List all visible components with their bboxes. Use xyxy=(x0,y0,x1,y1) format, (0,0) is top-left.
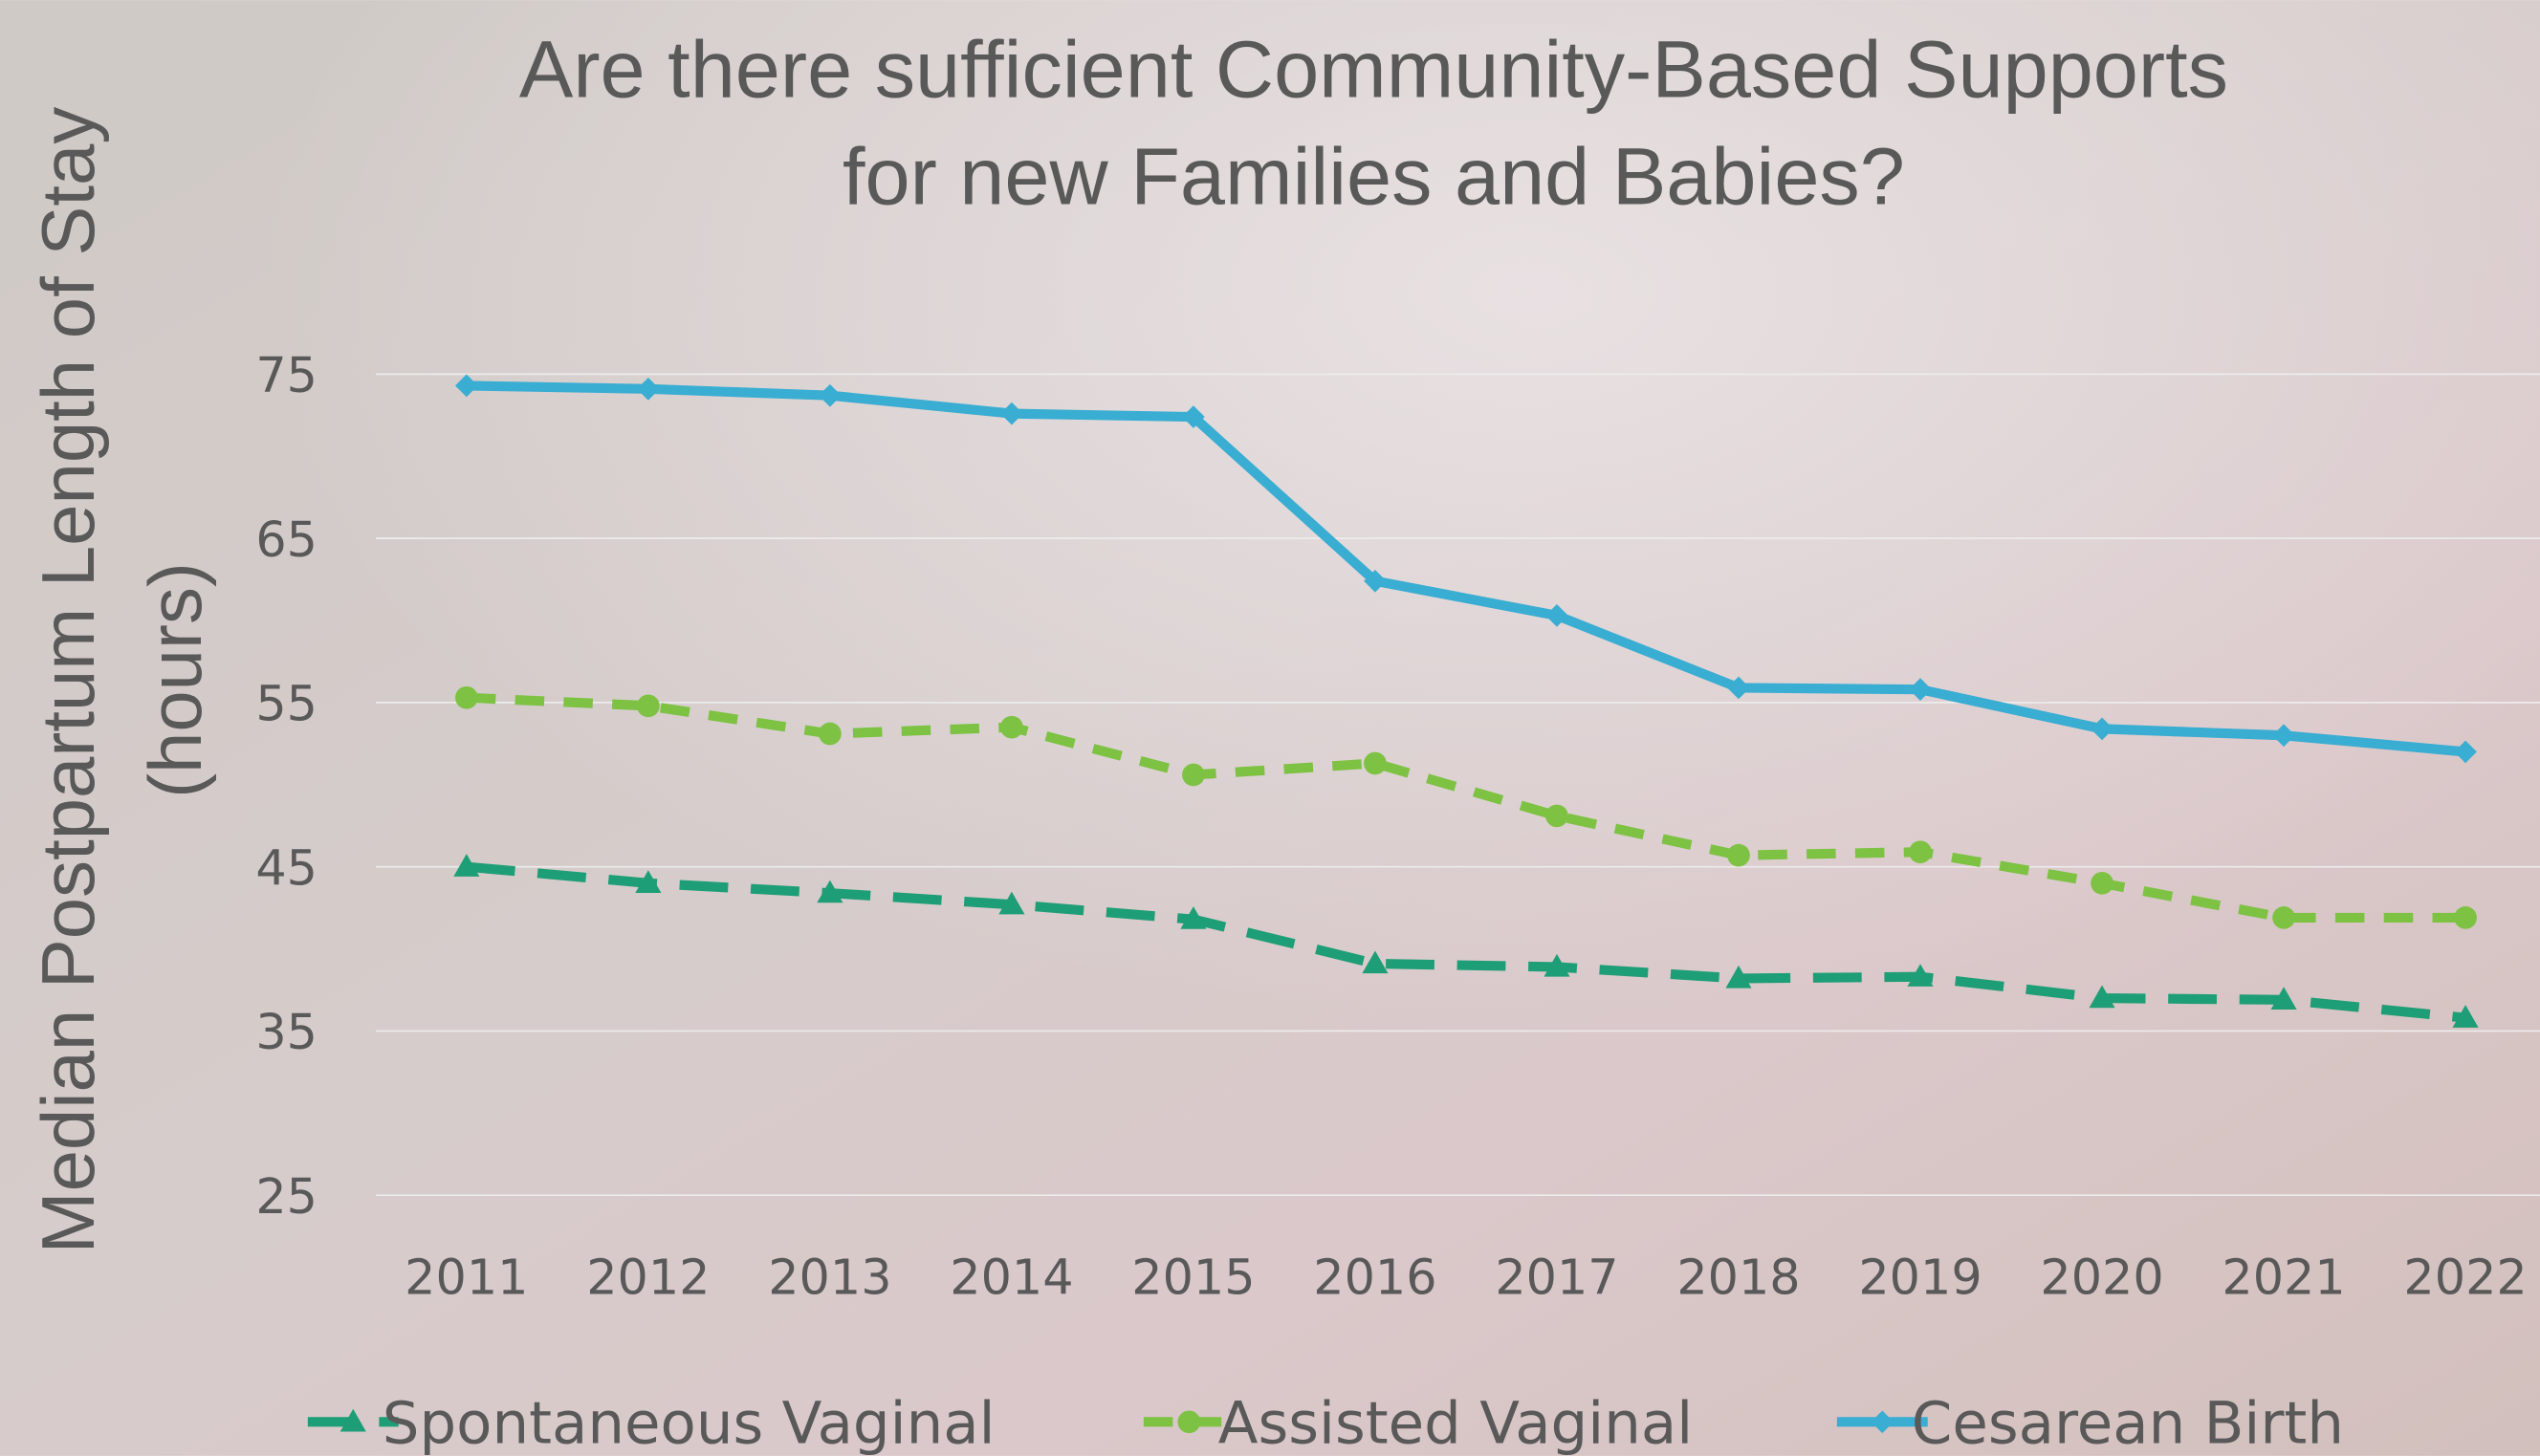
data-point xyxy=(454,374,478,398)
data-point xyxy=(2089,985,2115,1009)
data-point xyxy=(453,854,480,877)
data-point xyxy=(2270,987,2297,1010)
data-point xyxy=(1182,405,1205,428)
data-point xyxy=(998,891,1025,915)
data-point xyxy=(2452,1005,2479,1028)
series-line xyxy=(466,861,2466,1023)
x-tick-label: 2011 xyxy=(405,1250,528,1306)
data-point xyxy=(1364,751,1387,775)
data-point xyxy=(635,870,662,894)
y-axis-title: Median Postpartum Length of Stay xyxy=(26,107,110,1254)
y-tick-label: 45 xyxy=(255,839,318,896)
x-tick-label: 2017 xyxy=(1495,1250,1618,1306)
chart-title: for new Families and Babies? xyxy=(843,131,1905,222)
x-tick-label: 2019 xyxy=(1858,1250,1982,1306)
x-tick-label: 2020 xyxy=(2040,1250,2163,1306)
data-point xyxy=(2454,740,2477,764)
data-point xyxy=(1909,678,1932,702)
y-tick-label: 35 xyxy=(255,1004,318,1060)
x-tick-label: 2012 xyxy=(586,1250,710,1306)
data-point xyxy=(1725,965,1752,989)
data-point xyxy=(1909,840,1932,864)
data-point xyxy=(1907,964,1934,987)
data-point xyxy=(819,383,842,407)
x-tick-label: 2013 xyxy=(768,1250,891,1306)
y-axis-title: (hours) xyxy=(133,562,217,798)
data-point xyxy=(637,694,660,718)
data-point xyxy=(2272,906,2295,929)
legend-marker xyxy=(1871,1410,1894,1434)
y-tick-label: 65 xyxy=(255,511,318,568)
data-point xyxy=(819,722,842,746)
data-point xyxy=(2454,906,2477,929)
y-tick-label: 25 xyxy=(255,1168,318,1225)
x-tick-label: 2014 xyxy=(950,1250,1073,1306)
legend-label: Spontaneous Vaginal xyxy=(383,1389,996,1456)
x-tick-label: 2022 xyxy=(2403,1250,2527,1306)
data-point xyxy=(1727,843,1750,867)
data-point xyxy=(637,377,660,401)
x-tick-label: 2015 xyxy=(1131,1250,1255,1306)
y-tick-label: 75 xyxy=(255,347,318,403)
data-point xyxy=(2272,724,2295,748)
data-point xyxy=(1180,906,1207,929)
legend-marker xyxy=(1177,1410,1201,1434)
y-tick-label: 55 xyxy=(255,676,318,732)
legend-label: Cesarean Birth xyxy=(1912,1389,2344,1456)
data-point xyxy=(817,880,843,903)
legend-marker xyxy=(339,1408,366,1432)
x-tick-label: 2016 xyxy=(1313,1250,1436,1306)
data-point xyxy=(1362,950,1389,974)
data-point xyxy=(1364,569,1387,593)
x-tick-label: 2018 xyxy=(1676,1250,1800,1306)
data-point xyxy=(1545,804,1568,828)
data-point xyxy=(1727,676,1750,700)
legend-label: Assisted Vaginal xyxy=(1218,1389,1693,1456)
data-point xyxy=(1000,402,1023,425)
data-point xyxy=(1182,763,1205,787)
data-point xyxy=(1000,715,1023,739)
series-line xyxy=(466,380,2466,757)
data-point xyxy=(454,685,478,709)
data-point xyxy=(1544,953,1570,977)
data-point xyxy=(2091,871,2113,895)
chart-title: Are there sufficient Community-Based Sup… xyxy=(519,24,2228,115)
data-point xyxy=(1545,604,1568,627)
x-tick-label: 2021 xyxy=(2222,1250,2345,1306)
